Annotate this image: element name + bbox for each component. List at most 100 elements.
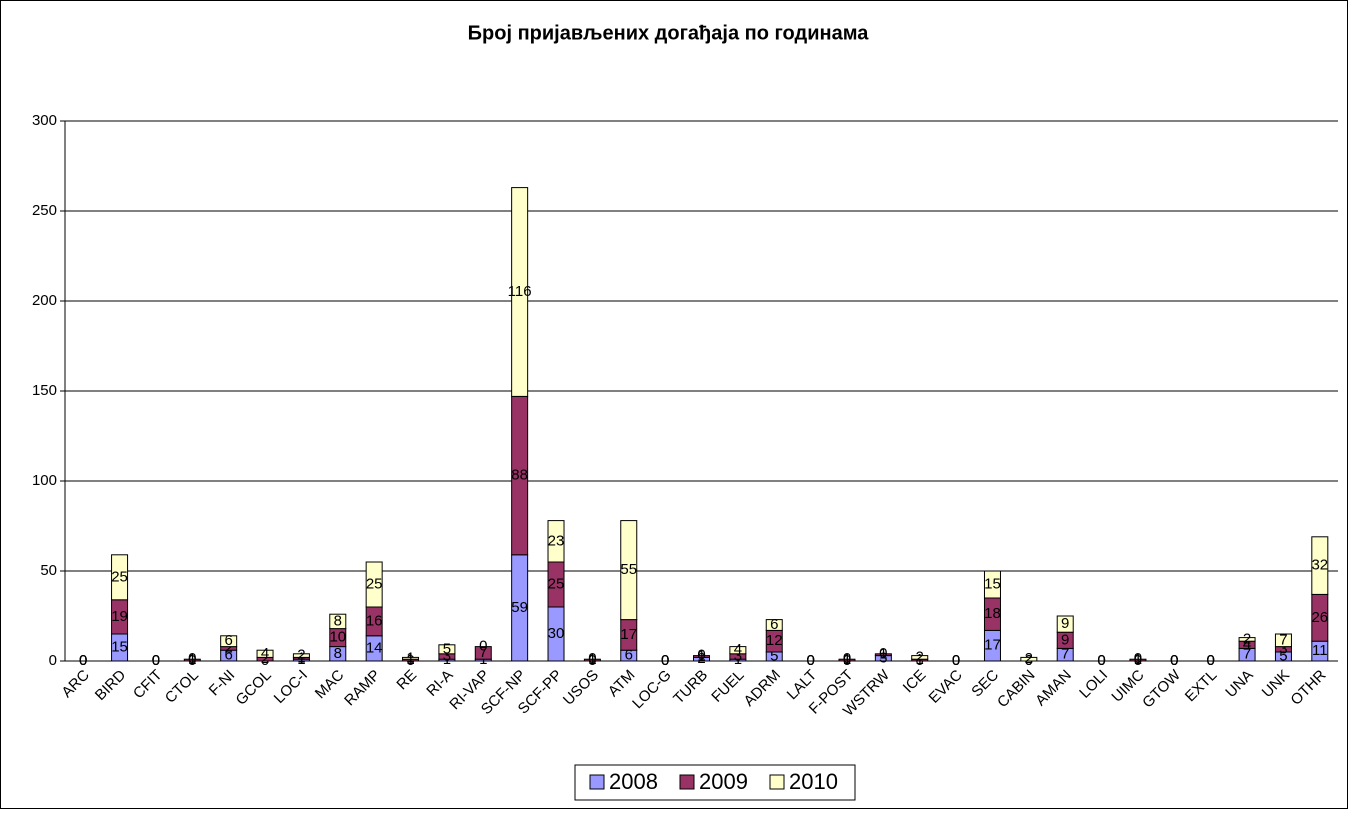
y-tick-label: 50 [40, 562, 57, 579]
data-label: 3 [879, 649, 887, 666]
data-label: 0 [806, 652, 814, 669]
y-tick-label: 300 [32, 112, 57, 129]
data-label: 3 [734, 647, 742, 664]
data-label: 0 [152, 652, 160, 669]
data-label: 10 [329, 629, 346, 646]
data-label: 0 [661, 652, 669, 669]
bar-segment [1238, 637, 1256, 642]
bar-segment [220, 635, 238, 648]
data-label: 2 [1025, 650, 1033, 667]
data-label: 0 [1097, 652, 1105, 669]
bar-segment [874, 653, 892, 657]
data-label: 0 [1097, 652, 1105, 669]
bar-segment [620, 520, 638, 621]
data-label: 0 [1170, 652, 1178, 669]
legend-swatch [769, 774, 785, 790]
data-label: 0 [806, 652, 814, 669]
data-label: 59 [511, 599, 528, 616]
data-label: 0 [661, 652, 669, 669]
data-label: 1 [1134, 651, 1142, 668]
bar-segment [511, 187, 529, 397]
bar-segment [292, 653, 310, 658]
data-label: 0 [152, 652, 160, 669]
data-label: 0 [806, 652, 814, 669]
data-label: 0 [79, 652, 87, 669]
data-label: 6 [770, 616, 778, 633]
data-label: 1 [406, 649, 414, 666]
chart-title: Број пријављених догађаја по годинама [468, 22, 870, 44]
data-label: 0 [588, 650, 596, 667]
data-label: 7 [1243, 646, 1251, 663]
data-label: 9 [1061, 631, 1069, 648]
y-tick-label: 0 [49, 652, 57, 669]
data-label: 8 [334, 612, 342, 629]
data-label: 17 [984, 637, 1001, 654]
data-label: 1 [843, 651, 851, 668]
data-label: 7 [479, 644, 487, 661]
data-label: 6 [625, 647, 633, 664]
data-label: 0 [79, 652, 87, 669]
data-label: 0 [1134, 650, 1142, 667]
data-label: 2 [916, 648, 924, 665]
data-label: 0 [1170, 652, 1178, 669]
legend-label: 2008 [609, 769, 658, 794]
bar-segment [111, 554, 129, 601]
data-label: 0 [879, 645, 887, 662]
data-label: 0 [1170, 652, 1178, 669]
data-label: 23 [548, 532, 565, 549]
data-label: 19 [111, 608, 128, 625]
data-label: 17 [620, 626, 637, 643]
data-label: 55 [620, 561, 637, 578]
bar-segment [729, 646, 747, 655]
bar-segment [765, 619, 783, 631]
data-label: 0 [79, 652, 87, 669]
legend-box [574, 764, 856, 801]
data-label: 0 [952, 652, 960, 669]
bar-segment [256, 649, 274, 658]
data-label: 116 [508, 283, 532, 300]
legend-label: 2009 [699, 769, 748, 794]
data-label: 8 [334, 645, 342, 662]
bar-segment [1056, 615, 1074, 633]
data-label: 14 [366, 639, 383, 656]
data-label: 3 [443, 647, 451, 664]
data-label: 25 [111, 568, 128, 585]
data-label: 4 [261, 645, 269, 662]
data-label: 0 [661, 652, 669, 669]
data-label: 6 [224, 647, 232, 664]
data-label: 0 [697, 647, 705, 664]
data-label: 11 [1312, 642, 1328, 659]
data-label: 1 [879, 646, 887, 663]
data-label: 0 [188, 650, 196, 667]
data-label: 0 [952, 652, 960, 669]
data-label: 0 [1207, 652, 1215, 669]
data-label: 15 [984, 575, 1001, 592]
data-label: 5 [443, 640, 451, 657]
legend-swatch [589, 774, 605, 790]
data-label: 0 [1207, 652, 1215, 669]
data-label: 30 [548, 625, 565, 642]
data-label: 0 [952, 652, 960, 669]
bar-segment [365, 561, 383, 608]
data-label: 1 [697, 647, 705, 664]
y-tick-label: 150 [32, 382, 57, 399]
y-tick-label: 100 [32, 472, 57, 489]
y-tick-label: 250 [32, 202, 57, 219]
bar-segment [329, 613, 347, 630]
bar-segment [474, 646, 492, 660]
data-label: 3 [1279, 640, 1287, 657]
data-label: 7 [1279, 631, 1287, 648]
bar-segment [983, 570, 1001, 599]
data-label: 4 [1243, 636, 1251, 653]
data-label: 0 [152, 652, 160, 669]
data-label: 15 [111, 638, 128, 655]
data-label: 2 [297, 647, 305, 664]
data-label: 4 [734, 641, 742, 658]
data-label: 32 [1311, 557, 1328, 574]
data-label: 2 [261, 650, 269, 667]
data-label: 16 [366, 612, 383, 629]
data-label: 5 [1279, 647, 1287, 664]
data-label: 0 [1207, 652, 1215, 669]
